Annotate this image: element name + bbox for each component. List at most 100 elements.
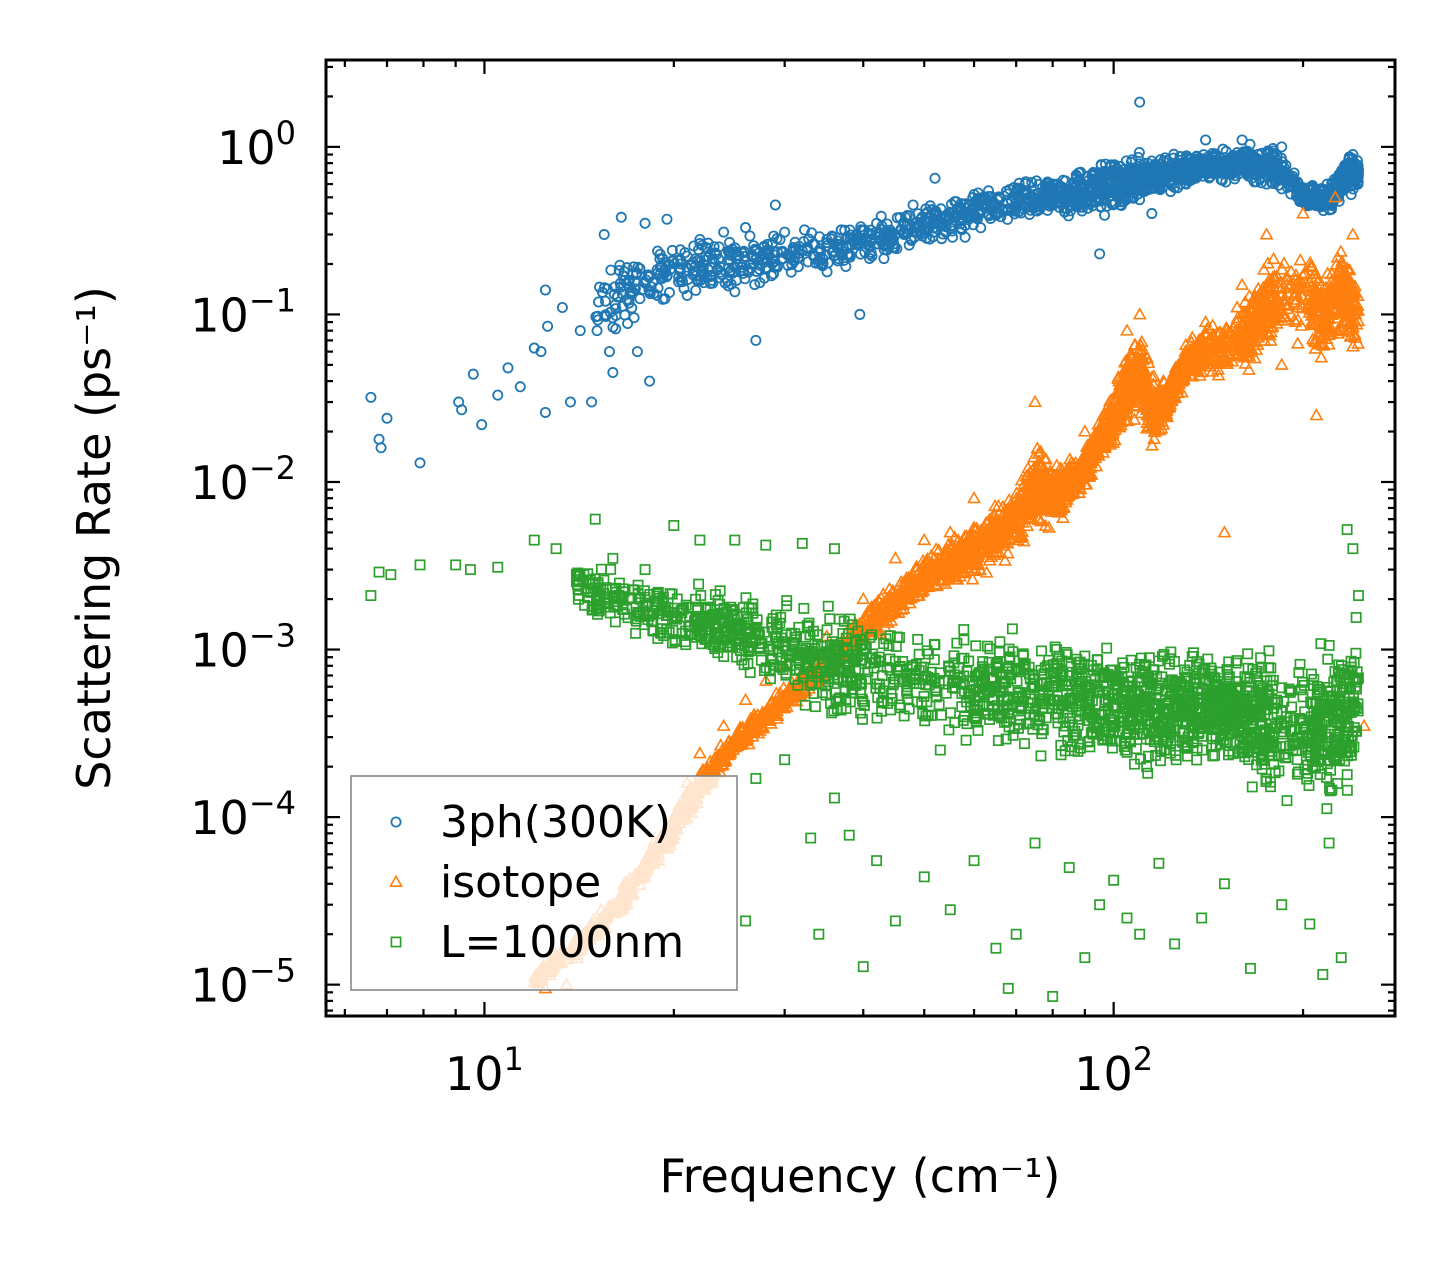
data-point bbox=[1272, 167, 1284, 179]
data-point bbox=[754, 277, 766, 289]
data-point bbox=[792, 687, 807, 700]
data-point bbox=[998, 522, 1013, 535]
data-point bbox=[661, 269, 673, 281]
data-point bbox=[1206, 150, 1218, 162]
data-point bbox=[1276, 141, 1288, 153]
data-point bbox=[1133, 146, 1145, 158]
data-point bbox=[414, 457, 426, 469]
data-point bbox=[618, 275, 630, 287]
data-point bbox=[977, 521, 992, 534]
data-point bbox=[1349, 171, 1361, 183]
data-point bbox=[1019, 494, 1034, 508]
data-point bbox=[610, 309, 622, 321]
data-point bbox=[802, 256, 814, 268]
data-point bbox=[1083, 460, 1098, 473]
data-point bbox=[865, 246, 877, 258]
data-point bbox=[744, 230, 756, 242]
data-point bbox=[896, 601, 911, 614]
data-point bbox=[381, 412, 393, 424]
data-point bbox=[1068, 186, 1080, 198]
data-point bbox=[760, 262, 772, 274]
data-point bbox=[1013, 530, 1028, 543]
data-point bbox=[758, 256, 770, 268]
data-point bbox=[926, 562, 941, 576]
data-point bbox=[657, 253, 669, 265]
data-point bbox=[651, 289, 663, 301]
data-point bbox=[882, 581, 897, 595]
data-point bbox=[771, 233, 783, 245]
data-point bbox=[1108, 393, 1123, 406]
data-point bbox=[609, 281, 621, 293]
data-point bbox=[936, 233, 948, 245]
data-point bbox=[880, 615, 895, 628]
data-point bbox=[1136, 352, 1151, 365]
data-point bbox=[718, 226, 730, 238]
data-point bbox=[743, 716, 758, 729]
data-point bbox=[1141, 184, 1153, 196]
data-point bbox=[661, 213, 673, 225]
data-point bbox=[1250, 159, 1262, 171]
data-point bbox=[1134, 334, 1149, 347]
data-point bbox=[1287, 173, 1299, 185]
data-point bbox=[1146, 208, 1158, 220]
data-point bbox=[1146, 176, 1158, 188]
data-point bbox=[772, 700, 787, 713]
data-point bbox=[1054, 503, 1069, 516]
data-point bbox=[608, 288, 620, 300]
data-point bbox=[770, 708, 785, 721]
data-point bbox=[946, 564, 961, 578]
data-point bbox=[785, 266, 797, 278]
data-point bbox=[492, 389, 504, 401]
data-point bbox=[947, 231, 959, 243]
data-point bbox=[729, 286, 741, 298]
data-point bbox=[981, 525, 996, 538]
data-point bbox=[1055, 510, 1070, 523]
data-point bbox=[1032, 193, 1044, 205]
data-point bbox=[929, 542, 944, 555]
data-point bbox=[749, 279, 761, 291]
data-point bbox=[864, 617, 879, 630]
data-point bbox=[1261, 178, 1273, 190]
data-point bbox=[884, 607, 899, 620]
data-point bbox=[729, 242, 741, 254]
data-point bbox=[1208, 152, 1220, 164]
data-point bbox=[639, 217, 651, 229]
data-point bbox=[903, 584, 918, 597]
data-point bbox=[1051, 477, 1066, 490]
data-point bbox=[957, 563, 972, 577]
data-point bbox=[923, 217, 935, 229]
data-point bbox=[713, 253, 725, 265]
data-point bbox=[605, 264, 617, 276]
data-point bbox=[709, 759, 724, 772]
data-point bbox=[998, 553, 1013, 566]
data-point bbox=[1030, 441, 1045, 454]
data-point bbox=[739, 250, 751, 262]
data-point bbox=[1086, 191, 1098, 203]
data-point bbox=[1137, 371, 1152, 384]
data-point bbox=[603, 346, 615, 358]
data-point bbox=[1014, 502, 1029, 515]
data-point bbox=[592, 314, 604, 326]
data-point bbox=[797, 686, 812, 699]
data-point bbox=[1132, 151, 1144, 163]
data-point bbox=[920, 553, 935, 566]
data-point bbox=[931, 543, 946, 556]
data-point bbox=[514, 381, 526, 393]
data-point bbox=[656, 259, 668, 271]
data-point bbox=[1095, 431, 1110, 444]
data-point bbox=[592, 310, 604, 322]
data-point bbox=[1099, 209, 1111, 221]
data-point bbox=[992, 530, 1007, 544]
data-point bbox=[1038, 466, 1053, 479]
data-point bbox=[1088, 426, 1103, 439]
data-point bbox=[1329, 178, 1341, 190]
data-point bbox=[859, 246, 871, 258]
data-point bbox=[1111, 371, 1126, 385]
data-point bbox=[920, 568, 935, 581]
data-point bbox=[1094, 248, 1106, 260]
data-point bbox=[737, 728, 752, 742]
data-point bbox=[1279, 170, 1291, 182]
data-point bbox=[992, 520, 1007, 533]
data-point bbox=[739, 273, 751, 285]
data-point bbox=[867, 609, 882, 622]
